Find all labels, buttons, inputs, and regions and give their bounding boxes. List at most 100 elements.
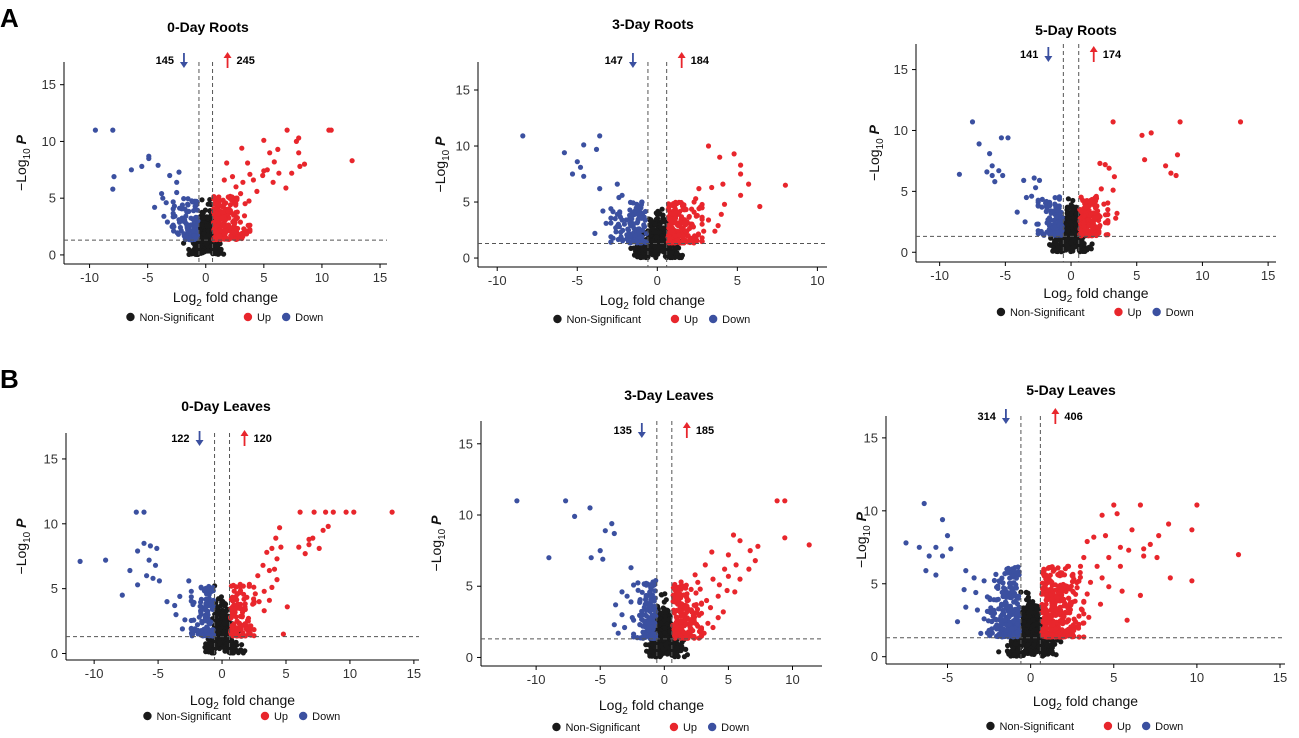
point-up bbox=[705, 143, 712, 149]
y-tick-label: 10 bbox=[456, 139, 470, 154]
point-up bbox=[681, 240, 687, 246]
point-non-significant bbox=[658, 620, 664, 626]
plot-title: 3-Day Roots bbox=[612, 16, 694, 32]
legend-marker bbox=[298, 711, 308, 721]
point-down bbox=[587, 505, 593, 511]
point-up bbox=[234, 209, 240, 215]
down-arrow-head-icon bbox=[637, 432, 646, 438]
point-non-significant bbox=[1048, 242, 1054, 248]
point-down bbox=[164, 219, 170, 225]
point-down bbox=[618, 229, 624, 235]
point-down bbox=[204, 624, 210, 630]
point-down bbox=[643, 592, 649, 599]
point-up bbox=[1070, 588, 1076, 594]
x-tick-label: 0 bbox=[654, 273, 661, 288]
x-tick-label: 10 bbox=[785, 672, 799, 687]
point-up bbox=[1094, 214, 1100, 220]
point-non-significant bbox=[230, 642, 236, 648]
point-up bbox=[695, 579, 701, 585]
point-down bbox=[169, 224, 175, 230]
point-down bbox=[648, 598, 654, 604]
point-up bbox=[715, 223, 721, 229]
legend-label: Down bbox=[312, 711, 340, 723]
point-up bbox=[746, 181, 752, 187]
point-up bbox=[325, 523, 331, 530]
point-up bbox=[673, 614, 679, 620]
point-up bbox=[242, 606, 248, 613]
point-non-significant bbox=[654, 212, 661, 218]
point-up bbox=[239, 145, 245, 151]
legend-marker bbox=[126, 312, 135, 322]
point-up bbox=[1142, 157, 1148, 163]
point-non-significant bbox=[683, 646, 689, 653]
point-up bbox=[738, 162, 744, 168]
point-non-significant bbox=[242, 648, 248, 654]
point-up bbox=[718, 211, 724, 217]
point-up bbox=[211, 237, 217, 243]
point-down bbox=[194, 218, 200, 224]
point-down bbox=[127, 567, 133, 574]
point-non-significant bbox=[659, 236, 665, 242]
point-down bbox=[1036, 177, 1043, 183]
point-non-significant bbox=[218, 594, 224, 600]
point-down bbox=[546, 555, 552, 561]
point-up bbox=[1174, 152, 1181, 158]
point-up bbox=[725, 573, 732, 579]
y-tick-label: 0 bbox=[463, 251, 470, 266]
point-down bbox=[593, 146, 600, 152]
point-non-significant bbox=[207, 197, 213, 203]
point-up bbox=[688, 617, 694, 623]
point-up bbox=[328, 127, 334, 133]
point-down bbox=[646, 627, 652, 633]
point-down bbox=[634, 240, 640, 246]
point-non-significant bbox=[214, 617, 220, 623]
point-up bbox=[678, 593, 684, 599]
point-non-significant bbox=[654, 234, 660, 240]
point-non-significant bbox=[662, 253, 669, 259]
point-up bbox=[683, 604, 689, 610]
point-non-significant bbox=[203, 235, 209, 241]
point-non-significant bbox=[649, 226, 655, 232]
point-up bbox=[693, 235, 699, 241]
point-down bbox=[209, 627, 215, 633]
point-down bbox=[197, 603, 203, 609]
point-up bbox=[251, 633, 257, 639]
point-up bbox=[239, 613, 245, 619]
y-tick-label: 15 bbox=[864, 430, 878, 445]
point-down bbox=[135, 548, 141, 554]
point-up bbox=[1102, 212, 1109, 218]
point-down bbox=[182, 617, 188, 623]
point-up bbox=[250, 601, 256, 607]
point-up bbox=[683, 229, 689, 235]
point-non-significant bbox=[1021, 613, 1027, 620]
point-down bbox=[635, 587, 641, 593]
legend-label: Down bbox=[1166, 307, 1194, 319]
point-down bbox=[613, 225, 619, 231]
point-non-significant bbox=[657, 631, 663, 637]
point-down bbox=[619, 612, 625, 618]
y-tick-label: 15 bbox=[42, 77, 56, 92]
point-non-significant bbox=[217, 626, 223, 632]
point-down bbox=[188, 588, 194, 594]
point-up bbox=[227, 202, 234, 208]
point-non-significant bbox=[1070, 205, 1076, 211]
point-up bbox=[1102, 162, 1108, 168]
point-down bbox=[199, 620, 205, 626]
x-tick-label: 15 bbox=[1261, 268, 1275, 283]
point-up bbox=[277, 525, 283, 531]
point-non-significant bbox=[1032, 638, 1038, 644]
point-down bbox=[135, 582, 141, 588]
point-non-significant bbox=[660, 636, 666, 643]
down-count-label: 122 bbox=[171, 433, 189, 445]
y-tick-label: 15 bbox=[456, 83, 470, 98]
point-up bbox=[225, 194, 231, 200]
point-non-significant bbox=[1021, 619, 1027, 625]
up-count-label: 174 bbox=[1103, 49, 1122, 61]
point-up bbox=[720, 181, 726, 187]
point-up bbox=[349, 158, 355, 164]
point-up bbox=[699, 235, 705, 241]
point-down bbox=[561, 150, 568, 156]
point-down bbox=[648, 606, 654, 612]
point-down bbox=[1052, 223, 1058, 229]
